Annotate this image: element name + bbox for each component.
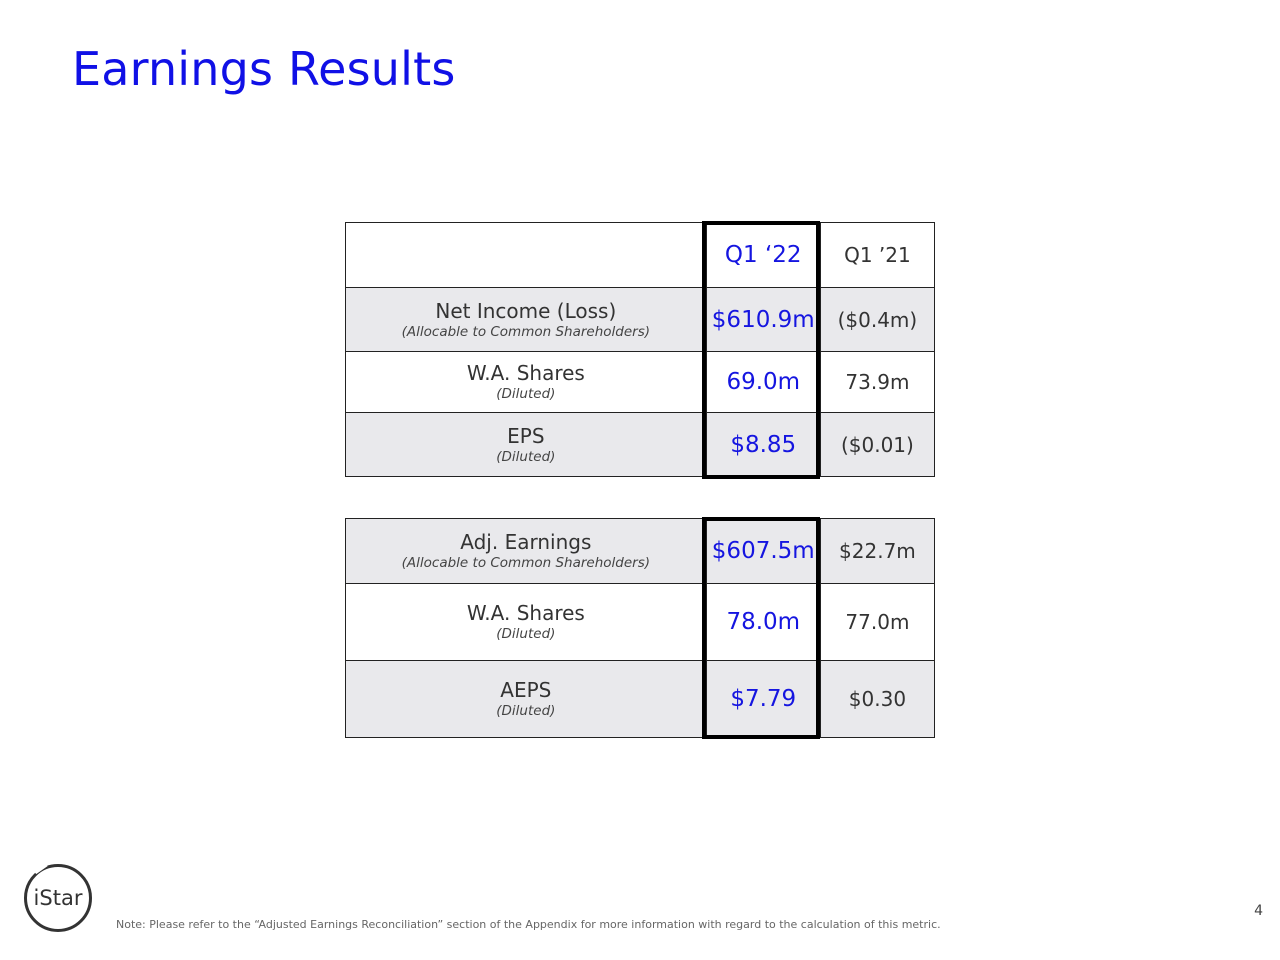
row-label: EPS bbox=[507, 423, 545, 448]
logo-text: iStar bbox=[33, 886, 83, 910]
value-q1-22: $8.85 bbox=[705, 412, 821, 477]
row-sublabel: (Diluted) bbox=[496, 703, 556, 719]
header-q1-22: Q1 ‘22 bbox=[705, 222, 821, 288]
istar-logo: iStar bbox=[24, 864, 92, 932]
row-label-cell: AEPS (Diluted) bbox=[345, 660, 707, 738]
value-q1-21: 73.9m bbox=[819, 351, 936, 413]
value-q1-21: $0.30 bbox=[819, 660, 936, 738]
row-sublabel: (Allocable to Common Shareholders) bbox=[401, 323, 651, 340]
row-label-cell: EPS (Diluted) bbox=[345, 412, 707, 477]
header-q1-21: Q1 ’21 bbox=[819, 222, 936, 288]
table-row: W.A. Shares (Diluted) 78.0m 77.0m bbox=[345, 583, 936, 661]
row-label: W.A. Shares bbox=[466, 361, 585, 385]
row-label-cell: W.A. Shares (Diluted) bbox=[345, 583, 707, 661]
row-label: Adj. Earnings bbox=[460, 530, 592, 554]
row-label: Net Income (Loss) bbox=[435, 298, 617, 323]
row-label: AEPS bbox=[500, 678, 552, 702]
value-q1-21: $22.7m bbox=[819, 518, 936, 584]
table-row: Net Income (Loss) (Allocable to Common S… bbox=[345, 287, 936, 352]
value-q1-21: ($0.01) bbox=[819, 412, 936, 477]
value-q1-22: $7.79 bbox=[705, 660, 821, 738]
page-title: Earnings Results bbox=[72, 42, 456, 96]
row-sublabel: (Diluted) bbox=[496, 448, 556, 465]
row-label-cell: W.A. Shares (Diluted) bbox=[345, 351, 707, 413]
value-q1-22: 69.0m bbox=[705, 351, 821, 413]
row-sublabel: (Diluted) bbox=[496, 386, 556, 402]
row-sublabel: (Diluted) bbox=[496, 626, 556, 642]
value-q1-22: 78.0m bbox=[705, 583, 821, 661]
value-q1-22: $607.5m bbox=[705, 518, 821, 584]
footnote: Note: Please refer to the “Adjusted Earn… bbox=[116, 918, 941, 931]
page-number: 4 bbox=[1254, 903, 1263, 919]
table-row: Adj. Earnings (Allocable to Common Share… bbox=[345, 518, 936, 584]
value-q1-21: ($0.4m) bbox=[819, 287, 936, 352]
table-row: W.A. Shares (Diluted) 69.0m 73.9m bbox=[345, 351, 936, 413]
table-header-row: Q1 ‘22 Q1 ’21 bbox=[345, 222, 936, 288]
table-row: EPS (Diluted) $8.85 ($0.01) bbox=[345, 412, 936, 477]
row-label: W.A. Shares bbox=[466, 601, 585, 625]
row-label-cell: Net Income (Loss) (Allocable to Common S… bbox=[345, 287, 707, 352]
value-q1-21: 77.0m bbox=[819, 583, 936, 661]
header-blank-cell bbox=[345, 222, 707, 288]
row-sublabel: (Allocable to Common Shareholders) bbox=[401, 555, 651, 571]
earnings-table: Q1 ‘22 Q1 ’21 Net Income (Loss) (Allocab… bbox=[345, 222, 936, 477]
adjusted-earnings-table: Adj. Earnings (Allocable to Common Share… bbox=[345, 518, 936, 738]
row-label-cell: Adj. Earnings (Allocable to Common Share… bbox=[345, 518, 707, 584]
table-row: AEPS (Diluted) $7.79 $0.30 bbox=[345, 660, 936, 738]
value-q1-22: $610.9m bbox=[705, 287, 821, 352]
